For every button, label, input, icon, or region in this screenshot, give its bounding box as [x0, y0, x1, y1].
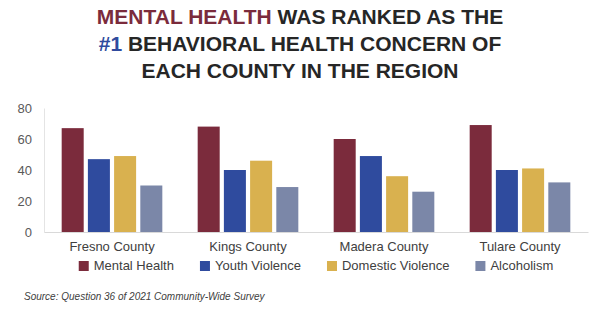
bar: [250, 161, 272, 232]
title-word: AS: [421, 5, 455, 28]
series: [62, 125, 492, 232]
x-tick-label: Tulare County: [479, 239, 561, 254]
bar: [276, 187, 298, 232]
title-word: MENTAL: [97, 5, 183, 28]
bar: [114, 156, 136, 232]
legend-item: Youth Violence: [200, 258, 301, 273]
x-tick-label: Fresno County: [69, 239, 155, 254]
series: [88, 156, 518, 232]
x-tick-label: Madera County: [340, 239, 429, 254]
bar: [496, 170, 518, 232]
bar: [88, 159, 110, 232]
title-word: OF: [466, 32, 501, 55]
legend-item: Mental Health: [79, 258, 174, 273]
legend-item: Alcoholism: [475, 258, 553, 273]
legend-label: Mental Health: [94, 258, 174, 273]
y-tick-label: 40: [18, 163, 32, 178]
legend-swatch: [79, 261, 89, 271]
title-word: CONCERN: [354, 32, 466, 55]
legend: Mental Health Youth Violence Domestic Viol…: [79, 258, 554, 273]
title-word: COUNTY: [201, 59, 295, 82]
bar: [360, 156, 382, 232]
y-axis-line: [44, 109, 45, 233]
title-word: HEALTH: [265, 32, 354, 55]
legend-swatch: [475, 261, 485, 271]
bar: [198, 127, 220, 232]
legend-swatch: [327, 261, 337, 271]
bar: [62, 128, 84, 232]
bar: [548, 182, 570, 232]
source: Source: Question 36 of 2021 Community-Wi…: [24, 291, 266, 302]
title-word: IN: [295, 59, 322, 82]
legend-item: Domestic Violence: [327, 258, 449, 273]
title-line: EACH COUNTY IN THE REGION: [141, 59, 458, 82]
x-tick: Madera County: [340, 232, 429, 254]
series: [140, 182, 570, 232]
y-tick: 40: [18, 163, 44, 178]
bar: [224, 170, 246, 232]
legend-label: Youth Violence: [215, 258, 301, 273]
title-word: #1: [99, 32, 123, 55]
bar: [140, 186, 162, 233]
title: MENTAL HEALTH WAS RANKED AS THE #1 BEHAVI…: [97, 5, 503, 82]
bar: [522, 168, 544, 232]
title-word: BEHAVIORAL: [122, 32, 265, 55]
x-tick: Tulare County: [479, 232, 561, 254]
title-line: MENTAL HEALTH WAS RANKED AS THE: [97, 5, 503, 28]
legend-label: Domestic Violence: [342, 258, 449, 273]
bars-inner: [62, 125, 571, 232]
title-word: HEALTH: [182, 5, 271, 28]
y-tick-label: 0: [25, 225, 32, 240]
plot: 0 20 40 60 80 Fresno County Kings County Madera…: [18, 101, 589, 255]
x-tick-label: Kings County: [209, 239, 287, 254]
y-tick: 20: [18, 194, 44, 209]
bar: [412, 192, 434, 232]
legend-swatch: [200, 261, 210, 271]
title-word: EACH: [141, 59, 201, 82]
x-tick: Fresno County: [69, 232, 155, 254]
y-tick-label: 20: [18, 194, 32, 209]
series: [114, 156, 544, 232]
title-line: #1 BEHAVIORAL HEALTH CONCERN OF: [99, 32, 502, 55]
bars: [62, 125, 571, 232]
title-word: THE: [322, 59, 370, 82]
title-word: RANKED: [325, 5, 421, 28]
y-tick: 80: [18, 101, 44, 116]
title-word: WAS: [272, 5, 326, 28]
bar: [470, 125, 492, 232]
title-word: THE: [455, 5, 503, 28]
bar: [334, 139, 356, 232]
y-tick: 60: [18, 132, 44, 147]
x-axis-line: [45, 232, 589, 233]
x-tick: Kings County: [209, 232, 287, 254]
y-axis: 0 20 40 60 80: [18, 101, 45, 240]
x-axis: Fresno County Kings County Madera County Tu…: [45, 232, 589, 254]
title-word: REGION: [370, 59, 459, 82]
y-tick-label: 60: [18, 132, 32, 147]
chart: MENTAL HEALTH WAS RANKED AS THE #1 BEHAVI…: [0, 0, 600, 326]
y-tick-label: 80: [18, 101, 32, 116]
legend-label: Alcoholism: [490, 258, 553, 273]
bar: [386, 176, 408, 232]
y-tick: 0: [25, 225, 44, 240]
